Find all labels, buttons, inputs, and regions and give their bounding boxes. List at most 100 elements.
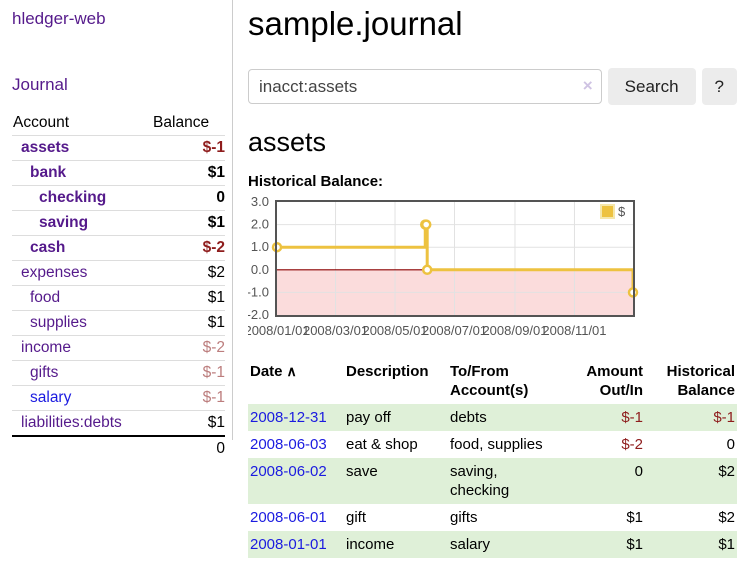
y-tick-label: -1.0	[248, 284, 269, 299]
accounts-total-balance: 0	[153, 435, 225, 461]
transaction-date-link[interactable]: 2008-06-01	[250, 508, 327, 526]
register-row: 2008-12-31 pay off debts $-1 $-1	[248, 403, 737, 431]
account-balance: $-1	[153, 360, 225, 386]
main-content: sample.journal × Search ? assets Histori…	[248, 0, 737, 558]
register-header-row: Date ∧ Description To/From Account(s) Amo…	[248, 358, 737, 404]
account-row: saving $1	[12, 210, 225, 236]
account-row: food $1	[12, 285, 225, 311]
account-link-gifts[interactable]: gifts	[30, 364, 59, 381]
account-row: liabilities:debts $1	[12, 410, 225, 437]
account-link-cash[interactable]: cash	[30, 239, 66, 256]
transaction-description: gift	[346, 508, 367, 526]
data-point-marker	[421, 264, 433, 276]
account-link-income[interactable]: income	[21, 339, 71, 356]
y-tick-label: 1.0	[251, 239, 269, 254]
account-link-liabilities-debts[interactable]: liabilities:debts	[21, 414, 122, 431]
historical-balance-chart: 3.0 2.0 1.0 0.0 -1.0 -2.02008/01/012008/03/01…	[248, 197, 639, 338]
account-row: assets $-1	[12, 135, 225, 161]
account-link-food[interactable]: food	[30, 289, 61, 306]
account-row: checking 0	[12, 185, 225, 211]
account-row: bank $1	[12, 160, 225, 186]
account-link-assets[interactable]: assets	[21, 139, 70, 156]
register-row: 2008-06-03 eat & shop food, supplies $-2…	[248, 431, 737, 458]
y-tick-label: -2.0	[248, 307, 269, 322]
account-row: salary $-1	[12, 385, 225, 411]
search-bar: × Search ?	[248, 68, 737, 106]
transaction-description: save	[346, 462, 378, 480]
sidebar-item-journal[interactable]: Journal	[12, 75, 68, 94]
account-link-supplies[interactable]: supplies	[30, 314, 87, 331]
register-header-amount: Amount Out/In	[586, 362, 643, 399]
accounts-table: Account Balance assets $-1 bank $1 check…	[12, 111, 225, 461]
account-balance: $1	[153, 410, 225, 437]
sidebar: hledger-web Journal Account Balance asse…	[0, 0, 233, 461]
account-link-saving[interactable]: saving	[39, 214, 89, 231]
accounts-table-header-row: Account Balance	[12, 111, 225, 136]
transaction-balance: $2	[718, 462, 735, 480]
transaction-description: pay off	[346, 408, 391, 426]
account-row: expenses $2	[12, 260, 225, 286]
transaction-date-link[interactable]: 2008-12-31	[250, 408, 327, 426]
register-row: 2008-06-01 gift gifts $1 $2	[248, 504, 737, 531]
transaction-balance: $1	[718, 535, 735, 553]
transaction-date-link[interactable]: 2008-06-03	[250, 435, 327, 453]
account-balance: $-1	[153, 385, 225, 411]
y-tick-label: 0.0	[251, 262, 269, 277]
register-row: 2008-01-01 income salary $1 $1	[248, 530, 737, 558]
sidebar-nav: Journal	[12, 75, 232, 95]
transaction-date-link[interactable]: 2008-01-01	[250, 535, 327, 553]
account-balance: $1	[153, 310, 225, 336]
register-header-accounts: To/From Account(s)	[450, 362, 529, 399]
transaction-date-link[interactable]: 2008-06-02	[250, 462, 327, 480]
x-tick-label: 2008/03/01	[303, 323, 368, 338]
transaction-accounts: salary	[450, 535, 491, 553]
search-field-wrap: ×	[248, 69, 602, 105]
account-link-bank[interactable]: bank	[30, 164, 67, 181]
help-button[interactable]: ?	[701, 68, 737, 106]
account-row: supplies $1	[12, 310, 225, 336]
account-balance: $2	[153, 260, 225, 286]
x-tick-label: 2008/09/01	[482, 323, 547, 338]
transaction-amount: 0	[634, 462, 643, 480]
x-tick-label: 2008/07/01	[422, 323, 487, 338]
legend-swatch	[600, 203, 615, 219]
account-balance: $1	[153, 285, 225, 311]
transaction-balance: 0	[726, 435, 735, 453]
account-row: cash $-2	[12, 235, 225, 261]
account-link-expenses[interactable]: expenses	[21, 264, 88, 281]
account-balance: $1	[153, 210, 225, 236]
transaction-balance: $2	[718, 508, 735, 526]
account-link-salary[interactable]: salary	[30, 389, 72, 406]
search-button[interactable]: Search	[607, 68, 696, 106]
transaction-accounts: food, supplies	[450, 435, 543, 453]
page-title: sample.journal	[248, 5, 463, 42]
search-input[interactable]	[248, 69, 602, 105]
register-header-date[interactable]: Date ∧	[248, 358, 344, 404]
transaction-accounts: debts	[450, 408, 487, 426]
account-column-header: Account	[12, 111, 154, 136]
app-title-link[interactable]: hledger-web	[12, 9, 106, 28]
account-link-checking[interactable]: checking	[39, 189, 107, 206]
plot-border	[275, 199, 635, 317]
y-tick-label: 3.0	[251, 197, 269, 209]
sort-ascending-icon: ∧	[286, 362, 297, 379]
register-table: Date ∧ Description To/From Account(s) Amo…	[248, 358, 737, 558]
clear-search-icon[interactable]: ×	[582, 76, 593, 96]
transaction-amount: $1	[626, 535, 643, 553]
transaction-description: eat & shop	[346, 435, 418, 453]
account-balance: $-2	[153, 235, 225, 261]
account-row: gifts $-1	[12, 360, 225, 386]
transaction-accounts: gifts	[450, 508, 478, 526]
transaction-amount: $-2	[621, 435, 643, 453]
transaction-balance: $-1	[713, 408, 735, 426]
register-row: 2008-06-02 save saving, checking 0 $2	[248, 457, 737, 504]
account-balance: $1	[153, 160, 225, 186]
x-tick-label: 2008/11/01	[542, 323, 606, 338]
transaction-accounts: saving, checking	[450, 462, 510, 499]
account-balance: 0	[153, 185, 225, 211]
x-tick-label: 2008/01/01	[248, 323, 310, 338]
app-title: hledger-web	[12, 9, 232, 29]
balance-column-header: Balance	[153, 111, 225, 136]
data-point-marker	[420, 219, 432, 230]
accounts-total-row: 0	[12, 435, 225, 461]
